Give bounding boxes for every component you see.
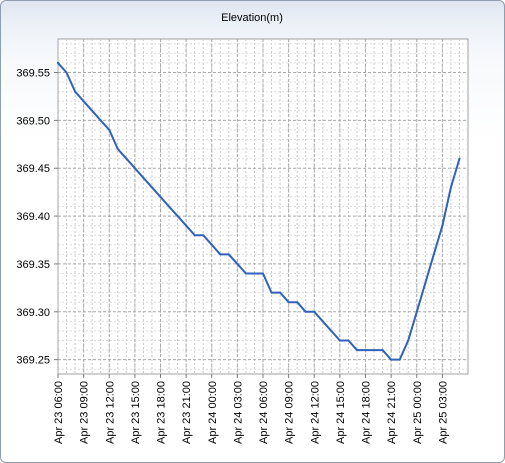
x-tick-label: Apr 23 12:00	[104, 381, 116, 444]
data-point	[458, 157, 461, 160]
data-point	[432, 253, 435, 256]
y-tick-label: 369.50	[16, 115, 50, 127]
data-point	[151, 186, 153, 189]
data-point	[390, 358, 393, 361]
data-point	[99, 119, 102, 122]
data-point	[91, 109, 94, 112]
y-tick-label: 369.35	[16, 259, 50, 271]
y-tick-label: 369.40	[16, 211, 50, 223]
data-point	[262, 272, 264, 275]
grid-lines	[57, 39, 468, 374]
data-point	[407, 339, 410, 342]
x-tick-label: Apr 23 15:00	[130, 381, 142, 444]
data-point	[347, 339, 350, 342]
data-point	[330, 329, 333, 332]
x-tick-label: Apr 23 21:00	[181, 381, 193, 444]
data-point	[219, 253, 222, 256]
data-point	[270, 291, 273, 294]
data-point	[176, 215, 179, 218]
x-tick-label: Apr 24 12:00	[309, 381, 321, 444]
data-point	[116, 148, 119, 151]
chart-title: Elevation(m)	[221, 12, 283, 24]
x-tick-label: Apr 24 21:00	[386, 381, 398, 444]
y-tick-label: 369.45	[16, 163, 50, 175]
x-tick-label: Apr 24 03:00	[232, 381, 244, 444]
data-point	[108, 128, 111, 131]
data-point	[356, 349, 358, 352]
x-tick-label: Apr 23 06:00	[53, 381, 65, 444]
x-tick-label: Apr 24 15:00	[335, 381, 347, 444]
data-point	[227, 253, 230, 256]
data-point	[185, 224, 188, 227]
data-point	[57, 61, 59, 64]
data-point	[202, 234, 205, 237]
x-tick-label: Apr 23 18:00	[156, 381, 168, 444]
data-point	[381, 349, 384, 352]
axes: 369.55 369.50 369.45 369.40 369.35 369.30 369.…	[16, 68, 449, 445]
data-point	[338, 339, 341, 342]
x-tick-label: Apr 24 18:00	[361, 381, 373, 444]
data-point	[210, 243, 213, 246]
x-tick-label: Apr 23 09:00	[79, 381, 91, 444]
data-point	[441, 224, 444, 227]
x-tick-label: Apr 24 06:00	[258, 381, 270, 444]
data-point	[244, 272, 247, 275]
data-point	[398, 358, 401, 361]
data-point	[304, 310, 307, 313]
data-point	[321, 320, 324, 323]
x-tick-label: Apr 25 03:00	[437, 381, 449, 444]
x-tick-label: Apr 25 00:00	[412, 381, 424, 444]
data-point	[168, 205, 170, 208]
data-point	[313, 310, 316, 313]
data-point	[82, 100, 85, 103]
data-point	[236, 262, 239, 265]
data-point	[65, 71, 68, 74]
y-tick-label: 369.55	[16, 68, 50, 80]
data-point	[415, 310, 418, 313]
data-point	[193, 234, 196, 237]
x-tick-label: Apr 24 00:00	[207, 381, 219, 444]
data-point	[125, 157, 128, 160]
data-point	[142, 176, 145, 179]
data-point	[296, 301, 299, 304]
data-point	[133, 167, 136, 170]
x-tick-label: Apr 24 09:00	[284, 381, 296, 444]
y-tick-label: 369.25	[16, 355, 50, 367]
data-point	[159, 195, 162, 198]
data-point	[287, 301, 290, 304]
data-point	[74, 90, 77, 93]
y-tick-label: 369.30	[16, 307, 50, 319]
series-line	[57, 61, 461, 361]
data-point	[364, 349, 367, 352]
data-point	[279, 291, 282, 294]
data-point	[253, 272, 256, 275]
data-point	[449, 186, 452, 189]
series-layer	[57, 61, 461, 361]
data-point	[373, 349, 375, 352]
data-point	[424, 282, 427, 285]
